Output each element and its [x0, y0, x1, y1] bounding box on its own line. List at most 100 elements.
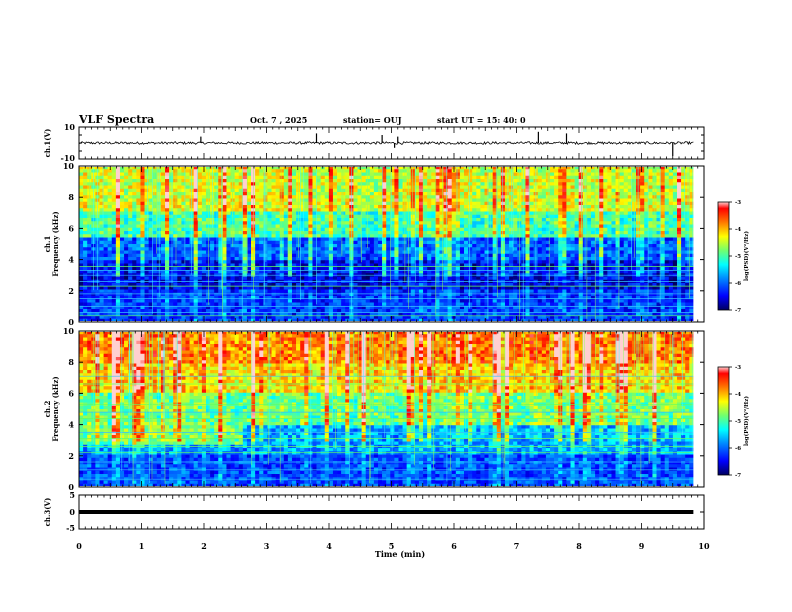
spectrogram-cell — [554, 195, 559, 199]
spectrogram-cell — [357, 211, 362, 216]
spectrogram-cell — [615, 253, 620, 258]
spectrogram-cell — [263, 198, 268, 203]
spectrogram-cell — [177, 250, 182, 255]
spectrogram-cell — [382, 257, 387, 261]
spectrogram-cell — [423, 188, 428, 193]
spectrogram-cell — [140, 198, 145, 203]
spectrogram-cell — [685, 257, 690, 261]
spectrogram-cell — [566, 253, 571, 258]
spectrogram-cell — [205, 260, 211, 264]
spectrogram-cell — [316, 175, 321, 180]
spectrogram-cell — [160, 198, 166, 203]
spectrogram-cell — [550, 247, 555, 251]
spectrogram-cell — [672, 231, 678, 235]
spectrogram-cell — [111, 257, 117, 261]
spectrogram-cell — [476, 198, 481, 203]
spectrogram-cell — [451, 198, 457, 203]
spectrogram-cell — [132, 224, 137, 229]
spectrogram-cell — [414, 218, 420, 222]
spectrogram-cell — [541, 237, 547, 242]
spectrogram-cell — [378, 192, 383, 196]
spectrogram-cell — [99, 195, 104, 199]
spectrogram-cell — [390, 185, 395, 190]
spectrogram-cell — [79, 192, 84, 196]
spectrogram-cell — [308, 260, 313, 264]
spectrogram-cell — [550, 244, 555, 248]
spectrogram-cell — [259, 188, 264, 193]
spectrogram-cell — [255, 218, 260, 222]
spectrogram-cell — [197, 260, 203, 264]
spectrogram-cell — [668, 192, 674, 196]
spectrogram-cell — [681, 195, 686, 199]
spectrogram-cell — [545, 244, 551, 248]
spectrogram-cell — [443, 260, 448, 264]
spectrogram-cell — [447, 172, 453, 177]
spectrogram-cell — [287, 260, 293, 264]
spectrogram-cell — [619, 167, 625, 170]
spectrogram-cell — [447, 214, 453, 219]
spectrogram-cell — [423, 263, 428, 268]
spectrogram-cell — [337, 247, 342, 251]
spectrogram-cell — [267, 208, 272, 212]
spectrogram-cell — [410, 167, 416, 170]
spectrogram-cell — [369, 208, 375, 212]
spectrogram-cell — [468, 218, 473, 222]
spectrogram-cell — [185, 227, 190, 232]
spectrogram-cell — [263, 221, 268, 225]
spectrogram-cell — [640, 185, 645, 190]
spectrogram-cell — [316, 237, 321, 242]
spectrogram-cell — [464, 244, 469, 248]
spectrogram-cell — [242, 195, 248, 199]
spectrogram-cell — [111, 195, 117, 199]
spectrogram-cell — [205, 192, 211, 196]
spectrogram-cell — [353, 266, 358, 271]
spectrogram-cell — [107, 192, 113, 196]
spectrogram-cell — [611, 195, 616, 199]
spectrogram-cell — [541, 250, 547, 255]
spectrogram-cell — [504, 260, 510, 264]
spectrogram-cell — [644, 240, 649, 245]
spectrogram-cell — [447, 234, 453, 238]
spectrogram-cell — [124, 169, 129, 173]
spectrogram-cell — [271, 247, 276, 251]
spectrogram-cell — [337, 244, 342, 248]
spectrogram-cell — [328, 234, 334, 238]
spectrogram-cell — [464, 201, 469, 206]
spectrogram-cell — [574, 205, 579, 209]
spectrogram-cell — [218, 195, 223, 199]
spectrogram-cell — [177, 240, 182, 245]
spectrogram-cell — [578, 260, 584, 264]
spectrogram-cell — [242, 175, 248, 180]
spectrogram-cell — [287, 182, 293, 186]
spectrogram-cell — [373, 240, 379, 245]
spectrogram-cell — [455, 208, 461, 212]
spectrogram-cell — [521, 270, 526, 274]
spectrogram-cell — [119, 221, 125, 225]
spectrogram-cell — [599, 263, 604, 268]
spectrogram-cell — [550, 201, 555, 206]
spectrogram-cell — [472, 179, 477, 183]
spectrogram-cell — [341, 188, 346, 193]
spectrogram-cell — [685, 263, 690, 268]
spectrogram-cell — [615, 263, 620, 268]
spectrogram-cell — [79, 221, 84, 225]
spectrogram-cell — [459, 244, 465, 248]
spectrogram-cell — [623, 205, 629, 209]
spectrogram-cell — [623, 266, 629, 271]
spectrogram-cell — [504, 172, 510, 177]
spectrogram-cell — [578, 237, 584, 242]
spectrogram-cell — [283, 179, 289, 183]
spectrogram-cell — [504, 214, 510, 219]
spectrogram-cell — [119, 237, 125, 242]
spectrogram-cell — [328, 175, 334, 180]
spectrogram-cell — [83, 221, 88, 225]
spectrogram-cell — [144, 175, 149, 180]
spectrogram-cell — [140, 169, 145, 173]
spectrogram-cell — [148, 182, 154, 186]
spectrogram-cell — [132, 167, 137, 170]
spectrogram-cell — [439, 234, 444, 238]
spectrogram-cell — [312, 214, 317, 219]
spectrogram-cell — [169, 167, 174, 170]
spectrogram-cell — [283, 188, 289, 193]
spectrogram-cell — [664, 195, 670, 199]
